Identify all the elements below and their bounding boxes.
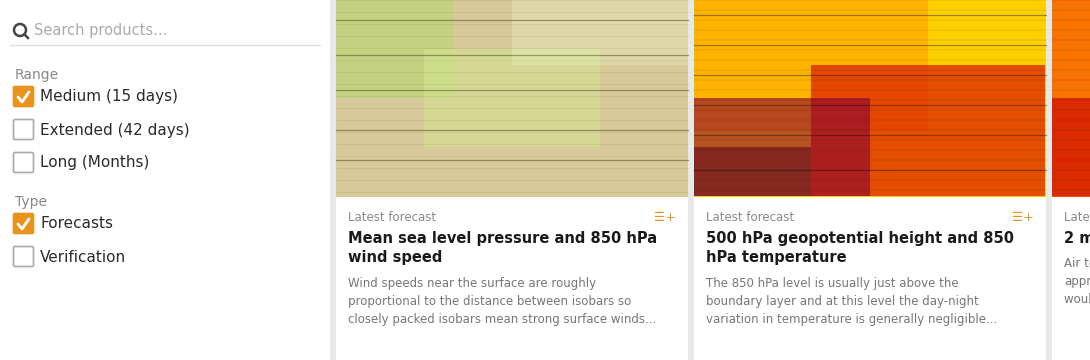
Bar [694,147,811,196]
Text: Search products...: Search products... [34,22,168,37]
Text: Long (Months): Long (Months) [40,156,149,171]
Text: Latest for: Latest for [1064,211,1090,224]
Bar [336,0,453,98]
Text: Medium (15 days): Medium (15 days) [40,90,178,104]
Bar [811,65,1045,196]
Bar [0,0,330,360]
FancyBboxPatch shape [13,213,34,234]
Bar [512,0,688,65]
Text: Range: Range [15,68,59,82]
Bar [424,49,600,147]
Text: Verification: Verification [40,249,126,265]
Text: The 850 hPa level is usually just above the
boundary layer and at this level the: The 850 hPa level is usually just above … [706,277,997,326]
Text: ☰+: ☰+ [654,211,676,224]
Bar [694,0,1046,197]
Bar [694,98,870,196]
Text: ☰+: ☰+ [1013,211,1034,224]
Text: Type: Type [15,195,47,209]
FancyBboxPatch shape [13,86,34,107]
Bar [336,0,688,197]
FancyBboxPatch shape [13,120,34,139]
FancyBboxPatch shape [13,153,34,172]
Text: Air temp
approxim
would m: Air temp approxim would m [1064,257,1090,306]
Text: Latest forecast: Latest forecast [706,211,795,224]
Bar [1052,98,1090,196]
Bar [694,0,1046,360]
Bar [1052,0,1090,197]
Text: Extended (42 days): Extended (42 days) [40,122,190,138]
Bar [694,0,928,131]
Text: 500 hPa geopotential height and 850
hPa temperature: 500 hPa geopotential height and 850 hPa … [706,231,1014,265]
Text: Latest forecast: Latest forecast [348,211,436,224]
Bar [336,0,688,360]
Text: Wind speeds near the surface are roughly
proportional to the distance between is: Wind speeds near the surface are roughly… [348,277,656,326]
Bar [1052,0,1090,360]
Text: 2 m te: 2 m te [1064,231,1090,246]
FancyBboxPatch shape [13,247,34,266]
Text: Forecasts: Forecasts [40,216,113,231]
Bar [1052,0,1090,98]
Text: Mean sea level pressure and 850 hPa
wind speed: Mean sea level pressure and 850 hPa wind… [348,231,657,265]
